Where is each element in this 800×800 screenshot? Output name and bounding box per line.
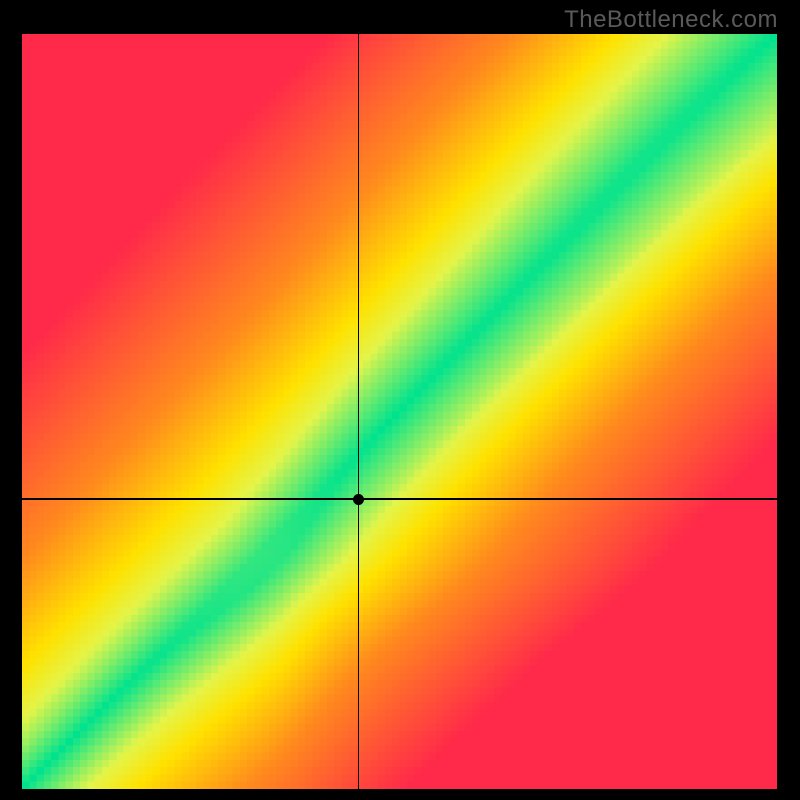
chart-container: TheBottleneck.com — [0, 0, 800, 800]
crosshair-vertical — [358, 34, 360, 789]
crosshair-dot — [353, 494, 364, 505]
watermark-text: TheBottleneck.com — [564, 6, 778, 34]
crosshair-horizontal — [22, 498, 777, 500]
heatmap-canvas — [22, 34, 777, 789]
